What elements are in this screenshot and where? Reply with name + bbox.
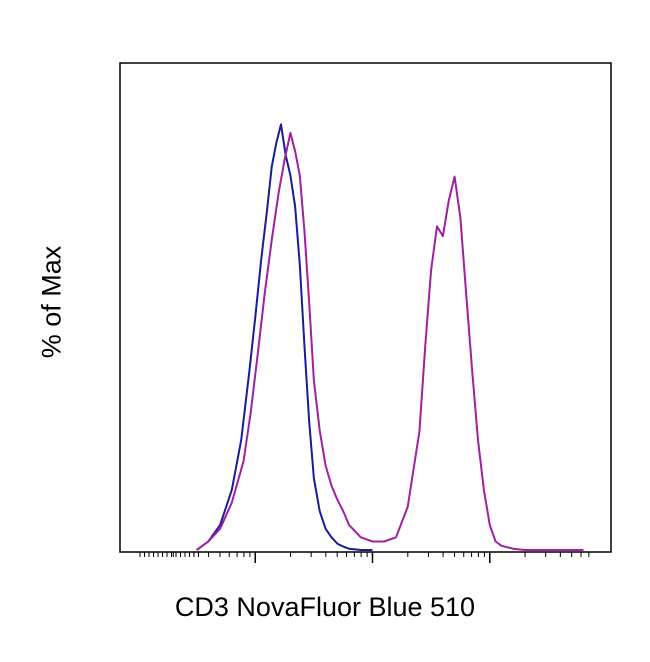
x-axis-label: CD3 NovaFluor Blue 510 [174,592,476,622]
y-axis-label: % of Max [36,245,67,359]
plot-frame [119,62,612,553]
series-line-blue [196,123,373,551]
series-line-magenta [196,131,584,551]
series-layer [196,123,584,551]
x-axis-ticks [139,552,590,563]
